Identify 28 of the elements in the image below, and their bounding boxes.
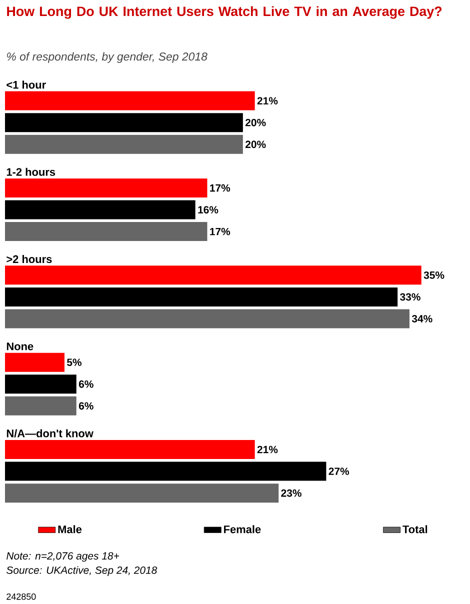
chart-subtitle: % of respondents, by gender, Sep 2018 <box>7 52 208 63</box>
legend-label: Female <box>224 525 261 534</box>
legend-label: Total <box>402 525 428 534</box>
data-label: 23% <box>281 489 302 497</box>
data-label: 27% <box>328 468 350 475</box>
data-label: 5% <box>67 358 82 366</box>
y-tick-label: >2 hours <box>6 255 52 264</box>
y-tick-label: N/A—don't know <box>6 429 94 438</box>
data-label: 21% <box>257 446 278 454</box>
text: 242850 <box>6 593 36 600</box>
data-label: 16% <box>198 206 218 214</box>
text: Note: n=2,076 ages 18+ <box>6 552 120 562</box>
data-label: 6% <box>78 402 94 410</box>
data-label: 6% <box>78 380 94 388</box>
source-note: Source: UKActive, Sep 24, 2018 <box>6 566 158 576</box>
data-label: 17% <box>210 228 230 236</box>
y-tick-label: 1-2 hours <box>6 168 56 176</box>
data-label: 20% <box>245 118 266 126</box>
data-label: 35% <box>424 271 444 279</box>
data-label: 17% <box>210 184 230 192</box>
legend-label: Male <box>58 525 82 534</box>
data-label: 20% <box>245 140 266 148</box>
y-tick-label: None <box>6 342 34 350</box>
data-label: 21% <box>257 97 278 104</box>
chart-title: How Long Do UK Internet Users Watch Live TV in an Average Day? <box>7 6 442 19</box>
y-tick-label: <1 hour <box>6 80 46 89</box>
data-label: 34% <box>412 315 432 322</box>
data-label: 33% <box>400 293 420 301</box>
